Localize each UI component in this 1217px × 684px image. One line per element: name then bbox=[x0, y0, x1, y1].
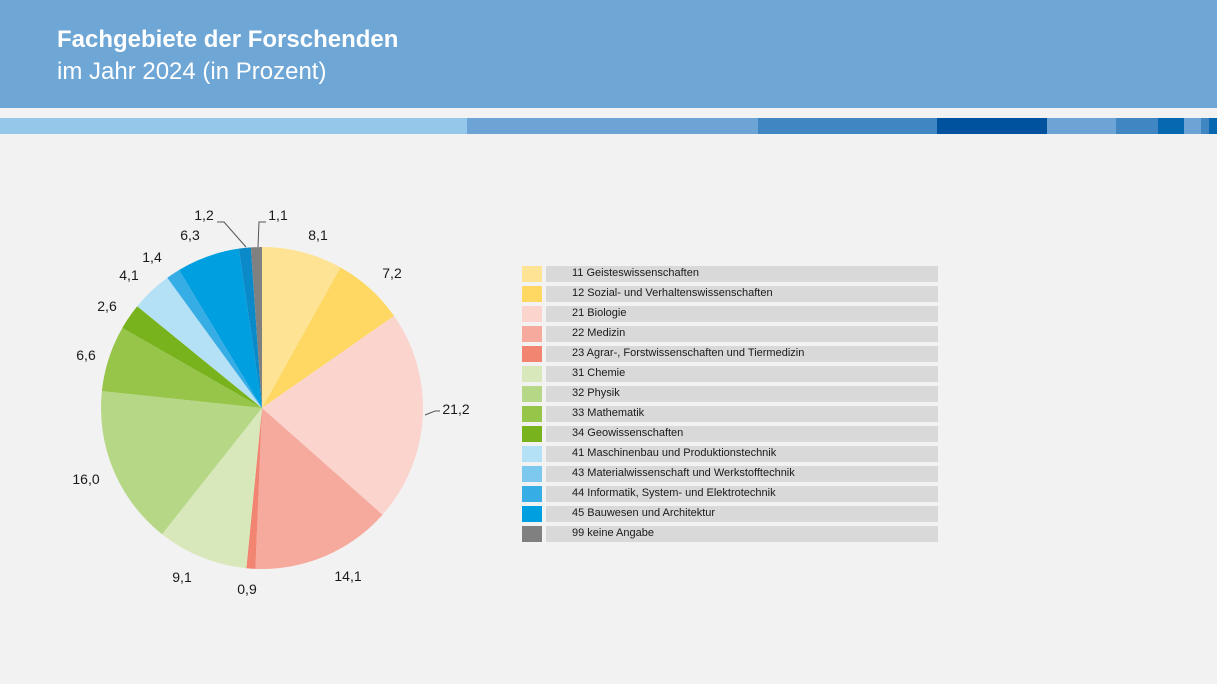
slice-value-label: 4,1 bbox=[119, 267, 139, 283]
legend-label-background: 99 keine Angabe bbox=[546, 526, 938, 542]
legend-swatch bbox=[522, 526, 542, 542]
legend-label: 22 Medizin bbox=[572, 327, 626, 339]
slice-value-label: 14,1 bbox=[334, 568, 361, 584]
legend-label-background: 44 Informatik, System- und Elektrotechni… bbox=[546, 486, 938, 502]
legend-label: 41 Maschinenbau und Produktionstechnik bbox=[572, 447, 777, 459]
legend-swatch bbox=[522, 406, 542, 422]
stripe-segment bbox=[467, 118, 758, 134]
slice-value-label: 0,9 bbox=[237, 581, 257, 597]
legend-label-background: 32 Physik bbox=[546, 386, 938, 402]
pie-slice bbox=[250, 247, 262, 408]
pie-slice bbox=[167, 269, 262, 408]
legend-swatch bbox=[522, 426, 542, 442]
slice-value-label: 21,2 bbox=[442, 401, 469, 417]
legend-swatch bbox=[522, 506, 542, 522]
pie-slice bbox=[122, 306, 263, 408]
legend-swatch bbox=[522, 346, 542, 362]
header-banner: Fachgebiete der Forschenden im Jahr 2024… bbox=[0, 0, 1217, 108]
legend-label: 44 Informatik, System- und Elektrotechni… bbox=[572, 487, 776, 499]
legend-swatch bbox=[522, 386, 542, 402]
legend-label: 11 Geisteswissenschaften bbox=[572, 267, 699, 279]
legend-label-background: 34 Geowissenschaften bbox=[546, 426, 938, 442]
stripe-segment bbox=[1184, 118, 1201, 134]
slice-value-label: 6,3 bbox=[180, 227, 200, 243]
stripe-segment bbox=[0, 118, 467, 134]
slice-value-label: 16,0 bbox=[72, 471, 99, 487]
legend-label: 21 Biologie bbox=[572, 307, 627, 319]
legend-label-background: 45 Bauwesen und Architektur bbox=[546, 506, 938, 522]
legend-label-background: 21 Biologie bbox=[546, 306, 938, 322]
pie-slice bbox=[246, 408, 262, 569]
legend-label: 32 Physik bbox=[572, 387, 620, 399]
slice-value-label: 2,6 bbox=[97, 298, 117, 314]
pie-slice bbox=[101, 327, 262, 408]
legend-swatch bbox=[522, 286, 542, 302]
pie-slice bbox=[162, 408, 262, 569]
stripe-segment bbox=[1116, 118, 1158, 134]
stripe-segment bbox=[1047, 118, 1116, 134]
pie-slice bbox=[179, 248, 262, 408]
pie-slice bbox=[262, 267, 395, 408]
legend-label: 23 Agrar-, Forstwissenschaften und Tierm… bbox=[572, 347, 805, 359]
slice-value-label: 7,2 bbox=[382, 265, 402, 281]
legend-label: 99 keine Angabe bbox=[572, 527, 654, 539]
legend-label-background: 31 Chemie bbox=[546, 366, 938, 382]
pie-slice bbox=[238, 247, 262, 408]
stripe-segment bbox=[758, 118, 937, 134]
chart-subtitle: im Jahr 2024 (in Prozent) bbox=[57, 58, 327, 85]
pie-slice bbox=[262, 247, 341, 408]
legend-swatch bbox=[522, 366, 542, 382]
legend-swatch bbox=[522, 326, 542, 342]
pie-slice bbox=[262, 315, 423, 515]
slice-value-label: 1,2 bbox=[194, 207, 214, 223]
slice-value-label: 1,1 bbox=[268, 207, 288, 223]
pie-chart: 8,1 7,2 21,2 14,1 0,9 9,1 16,0 6,6 2,64,11,4 6,3 1… bbox=[72, 207, 469, 597]
leader-line bbox=[424, 410, 440, 416]
chart-title: Fachgebiete der Forschenden bbox=[57, 26, 399, 53]
legend-swatch bbox=[522, 266, 542, 282]
legend-swatch bbox=[522, 486, 542, 502]
pie-slice bbox=[137, 277, 262, 408]
legend-label-background: 22 Medizin bbox=[546, 326, 938, 342]
legend-label: 31 Chemie bbox=[572, 367, 626, 379]
pie-slice bbox=[101, 391, 262, 535]
stripe-segment bbox=[1209, 118, 1217, 134]
legend-label-background: 43 Materialwissenschaft und Werkstofftec… bbox=[546, 466, 938, 482]
slice-value-label: 6,6 bbox=[76, 347, 96, 363]
legend-label-background: 41 Maschinenbau und Produktionstechnik bbox=[546, 446, 938, 462]
leader-line bbox=[257, 221, 266, 248]
legend-label-background: 12 Sozial- und Verhaltenswissenschaften bbox=[546, 286, 938, 302]
slice-value-label: 9,1 bbox=[172, 569, 192, 585]
legend-label: 12 Sozial- und Verhaltenswissenschaften bbox=[572, 287, 773, 299]
legend-label-background: 33 Mathematik bbox=[546, 406, 938, 422]
legend-label-background: 11 Geisteswissenschaften bbox=[546, 266, 938, 282]
legend-swatch bbox=[522, 466, 542, 482]
legend-label: 33 Mathematik bbox=[572, 407, 645, 419]
legend-swatch bbox=[522, 446, 542, 462]
pie-slice bbox=[255, 408, 383, 569]
legend-label-background: 23 Agrar-, Forstwissenschaften und Tierm… bbox=[546, 346, 938, 362]
legend-label: 34 Geowissenschaften bbox=[572, 427, 684, 439]
stripe-segment bbox=[1158, 118, 1184, 134]
legend-label: 45 Bauwesen und Architektur bbox=[572, 507, 716, 519]
legend-swatch bbox=[522, 306, 542, 322]
legend-label: 43 Materialwissenschaft und Werkstofftec… bbox=[572, 467, 795, 479]
stripe-segment bbox=[1201, 118, 1209, 134]
slice-value-label: 8,1 bbox=[308, 227, 328, 243]
leader-line bbox=[217, 221, 247, 248]
slice-value-label: 1,4 bbox=[142, 249, 162, 265]
stripe-segment bbox=[937, 118, 1047, 134]
